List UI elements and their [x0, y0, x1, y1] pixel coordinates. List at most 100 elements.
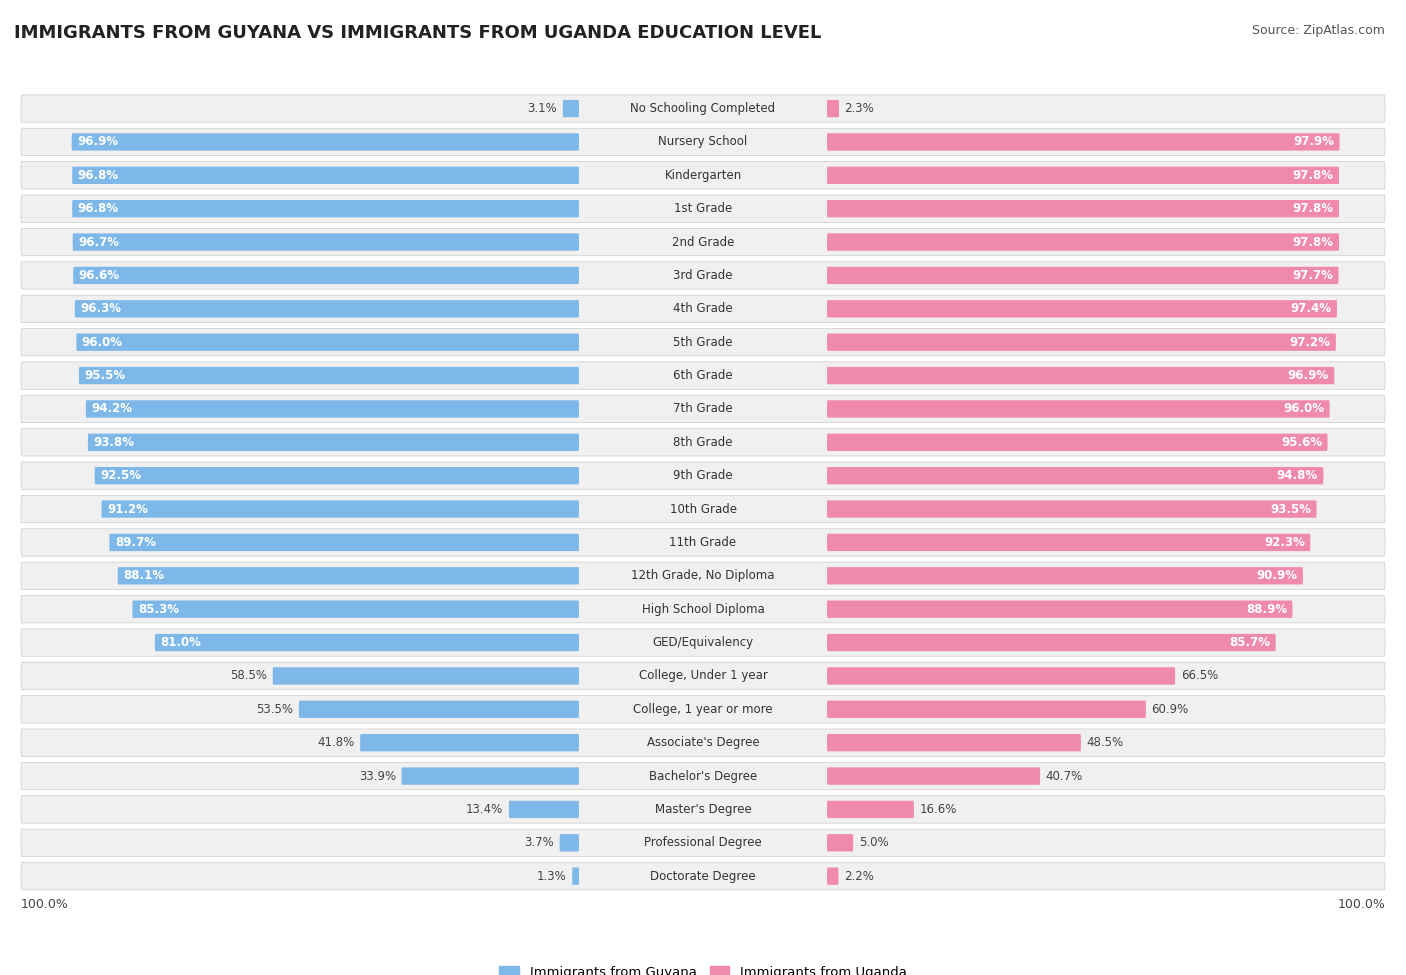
Text: 81.0%: 81.0% [160, 636, 201, 649]
FancyBboxPatch shape [21, 796, 1385, 823]
FancyBboxPatch shape [827, 167, 1339, 184]
FancyBboxPatch shape [827, 434, 1327, 451]
Text: 6th Grade: 6th Grade [673, 370, 733, 382]
Text: 16.6%: 16.6% [920, 803, 957, 816]
Text: 58.5%: 58.5% [231, 670, 267, 682]
Text: 97.8%: 97.8% [1292, 236, 1333, 249]
FancyBboxPatch shape [827, 601, 1292, 618]
Text: Bachelor's Degree: Bachelor's Degree [650, 769, 756, 783]
FancyBboxPatch shape [21, 395, 1385, 422]
Text: High School Diploma: High School Diploma [641, 603, 765, 615]
Text: 8th Grade: 8th Grade [673, 436, 733, 448]
Text: 40.7%: 40.7% [1046, 769, 1083, 783]
Text: 96.8%: 96.8% [77, 202, 118, 215]
FancyBboxPatch shape [827, 734, 1081, 752]
Text: 96.7%: 96.7% [79, 236, 120, 249]
FancyBboxPatch shape [76, 333, 579, 351]
Text: 41.8%: 41.8% [318, 736, 354, 749]
FancyBboxPatch shape [21, 329, 1385, 356]
FancyBboxPatch shape [21, 129, 1385, 156]
FancyBboxPatch shape [827, 667, 1175, 684]
FancyBboxPatch shape [827, 401, 1330, 417]
Text: Professional Degree: Professional Degree [644, 837, 762, 849]
FancyBboxPatch shape [827, 835, 853, 851]
Text: 5th Grade: 5th Grade [673, 335, 733, 349]
FancyBboxPatch shape [827, 868, 838, 885]
FancyBboxPatch shape [560, 835, 579, 851]
FancyBboxPatch shape [21, 829, 1385, 856]
Text: 2nd Grade: 2nd Grade [672, 236, 734, 249]
Text: 97.9%: 97.9% [1294, 136, 1334, 148]
FancyBboxPatch shape [273, 667, 579, 684]
FancyBboxPatch shape [827, 300, 1337, 318]
FancyBboxPatch shape [21, 495, 1385, 523]
Text: 7th Grade: 7th Grade [673, 403, 733, 415]
FancyBboxPatch shape [101, 500, 579, 518]
FancyBboxPatch shape [94, 467, 579, 485]
FancyBboxPatch shape [572, 868, 579, 885]
Text: 85.7%: 85.7% [1229, 636, 1270, 649]
FancyBboxPatch shape [827, 800, 914, 818]
FancyBboxPatch shape [827, 467, 1323, 485]
FancyBboxPatch shape [827, 701, 1146, 718]
Text: 94.8%: 94.8% [1277, 469, 1317, 483]
FancyBboxPatch shape [21, 762, 1385, 790]
Text: 95.5%: 95.5% [84, 370, 125, 382]
Text: 96.0%: 96.0% [1284, 403, 1324, 415]
Text: 88.9%: 88.9% [1246, 603, 1286, 615]
FancyBboxPatch shape [827, 767, 1040, 785]
Text: 97.4%: 97.4% [1291, 302, 1331, 315]
Text: 89.7%: 89.7% [115, 536, 156, 549]
Text: 97.8%: 97.8% [1292, 202, 1333, 215]
FancyBboxPatch shape [21, 429, 1385, 456]
Text: 97.7%: 97.7% [1292, 269, 1333, 282]
Text: 48.5%: 48.5% [1087, 736, 1123, 749]
FancyBboxPatch shape [827, 134, 1340, 150]
FancyBboxPatch shape [827, 267, 1339, 284]
Text: Source: ZipAtlas.com: Source: ZipAtlas.com [1251, 24, 1385, 37]
Text: 96.6%: 96.6% [79, 269, 120, 282]
Text: 100.0%: 100.0% [1337, 898, 1385, 911]
Text: 9th Grade: 9th Grade [673, 469, 733, 483]
FancyBboxPatch shape [72, 134, 579, 150]
FancyBboxPatch shape [73, 267, 579, 284]
Legend: Immigrants from Guyana, Immigrants from Uganda: Immigrants from Guyana, Immigrants from … [494, 961, 912, 975]
FancyBboxPatch shape [21, 261, 1385, 290]
FancyBboxPatch shape [21, 528, 1385, 556]
Text: 1st Grade: 1st Grade [673, 202, 733, 215]
FancyBboxPatch shape [21, 95, 1385, 122]
FancyBboxPatch shape [827, 367, 1334, 384]
Text: IMMIGRANTS FROM GUYANA VS IMMIGRANTS FROM UGANDA EDUCATION LEVEL: IMMIGRANTS FROM GUYANA VS IMMIGRANTS FRO… [14, 24, 821, 42]
FancyBboxPatch shape [72, 167, 579, 184]
Text: 96.3%: 96.3% [80, 302, 121, 315]
Text: 10th Grade: 10th Grade [669, 502, 737, 516]
Text: 91.2%: 91.2% [107, 502, 148, 516]
Text: 92.5%: 92.5% [100, 469, 141, 483]
FancyBboxPatch shape [21, 195, 1385, 222]
Text: 3.1%: 3.1% [527, 102, 557, 115]
Text: 4th Grade: 4th Grade [673, 302, 733, 315]
Text: College, 1 year or more: College, 1 year or more [633, 703, 773, 716]
FancyBboxPatch shape [87, 434, 579, 451]
FancyBboxPatch shape [110, 533, 579, 551]
Text: GED/Equivalency: GED/Equivalency [652, 636, 754, 649]
Text: 1.3%: 1.3% [537, 870, 567, 882]
Text: Associate's Degree: Associate's Degree [647, 736, 759, 749]
Text: 92.3%: 92.3% [1264, 536, 1305, 549]
FancyBboxPatch shape [21, 563, 1385, 590]
Text: 93.8%: 93.8% [93, 436, 135, 448]
FancyBboxPatch shape [72, 200, 579, 217]
Text: 97.8%: 97.8% [1292, 169, 1333, 181]
FancyBboxPatch shape [827, 333, 1336, 351]
FancyBboxPatch shape [21, 662, 1385, 689]
Text: 13.4%: 13.4% [465, 803, 503, 816]
Text: 94.2%: 94.2% [91, 403, 132, 415]
FancyBboxPatch shape [73, 233, 579, 251]
FancyBboxPatch shape [75, 300, 579, 318]
Text: 33.9%: 33.9% [359, 769, 396, 783]
Text: No Schooling Completed: No Schooling Completed [630, 102, 776, 115]
FancyBboxPatch shape [21, 295, 1385, 323]
FancyBboxPatch shape [827, 233, 1339, 251]
FancyBboxPatch shape [827, 500, 1316, 518]
FancyBboxPatch shape [509, 800, 579, 818]
